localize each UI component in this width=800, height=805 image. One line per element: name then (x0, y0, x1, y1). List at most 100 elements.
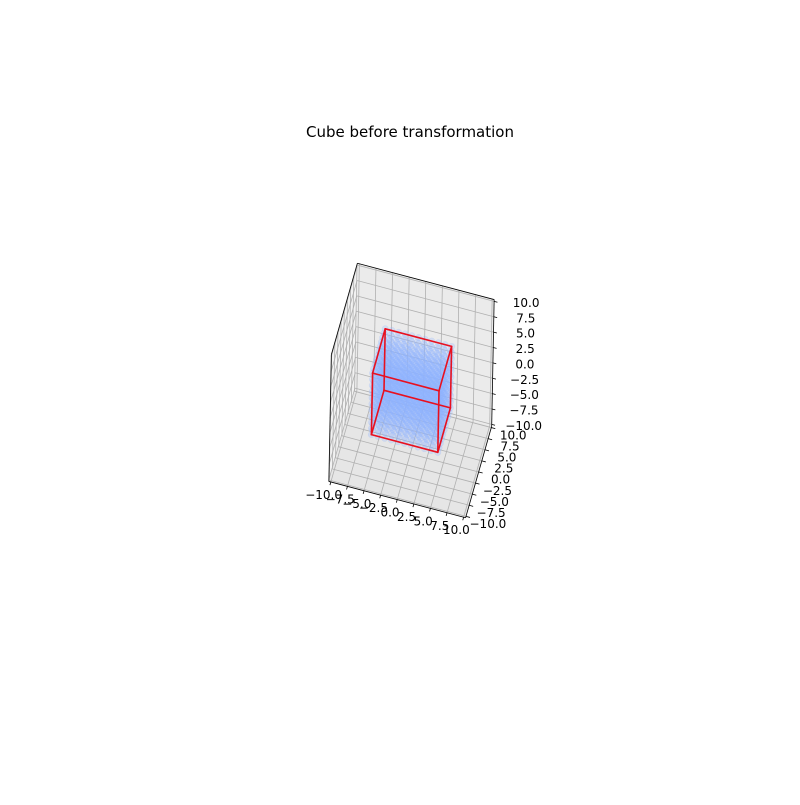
data-point (430, 371, 438, 379)
data-point (428, 412, 436, 420)
grid-line (356, 310, 494, 348)
data-point (408, 387, 415, 394)
tick-labels: −10.0−7.5−5.0−2.50.02.55.07.510.0 −10.0−7… (305, 296, 542, 537)
data-point (430, 395, 438, 403)
data-point (403, 398, 411, 406)
data-point (397, 400, 405, 408)
data-point (381, 428, 389, 436)
data-point (397, 350, 405, 357)
data-point (396, 405, 404, 413)
data-point (399, 408, 407, 416)
data-point (382, 406, 390, 414)
data-point (406, 373, 414, 381)
data-point (387, 412, 395, 420)
data-point (385, 378, 393, 386)
x-tick-label: 10.0 (443, 523, 470, 537)
data-point (405, 347, 413, 355)
data-point (397, 356, 405, 364)
cube-edge (370, 389, 385, 436)
data-point (417, 355, 425, 363)
x-tick-mark (346, 486, 348, 490)
data-point (399, 359, 407, 367)
z-tick-mark (494, 301, 498, 303)
data-point (395, 382, 403, 390)
data-point (417, 391, 425, 399)
data-point (406, 385, 414, 393)
data-point (414, 370, 422, 378)
data-point (427, 356, 435, 363)
data-point (407, 417, 415, 425)
data-point (422, 422, 430, 430)
data-point (414, 425, 422, 432)
data-point (389, 365, 397, 372)
data-point (394, 413, 402, 421)
data-point (387, 367, 395, 375)
data-point (401, 421, 409, 429)
data-point (403, 362, 410, 370)
data-point (393, 406, 401, 414)
data-point (426, 354, 434, 362)
data-point (402, 411, 409, 419)
grid-line (489, 299, 493, 426)
data-point (391, 348, 399, 356)
z-tick-mark (492, 377, 497, 380)
data-point (415, 400, 423, 408)
data-point (390, 385, 398, 393)
data-point (392, 337, 400, 345)
data-point (400, 341, 408, 349)
data-point (391, 417, 399, 424)
data-point (422, 410, 430, 417)
grid-line (351, 402, 489, 440)
z-tick-label: 0.0 (515, 357, 534, 371)
data-point (412, 355, 420, 363)
data-point (405, 371, 413, 379)
data-point (417, 361, 425, 369)
data-point (430, 407, 438, 415)
data-point (386, 359, 394, 367)
x-tick-label: 7.5 (430, 519, 449, 533)
data-point (377, 417, 385, 425)
data-point (397, 368, 405, 376)
data-point (394, 401, 402, 409)
data-point (390, 370, 398, 378)
data-point (384, 421, 392, 429)
data-point (424, 393, 432, 401)
data-point (413, 350, 421, 358)
data-point (385, 348, 393, 356)
data-point (392, 398, 400, 406)
data-point (415, 412, 422, 420)
data-point (392, 367, 400, 375)
data-point (421, 354, 429, 362)
data-point (404, 357, 412, 365)
data-point (414, 352, 422, 360)
data-point (395, 352, 403, 360)
data-point (391, 342, 399, 350)
data-point (429, 369, 437, 377)
data-point (414, 437, 422, 445)
data-point (394, 408, 402, 416)
data-point (392, 394, 400, 402)
data-point (385, 378, 392, 386)
data-point (422, 434, 430, 442)
data-point (432, 378, 440, 386)
data-point (420, 391, 428, 399)
grid-line (354, 264, 358, 392)
data-point (400, 335, 408, 342)
data-point (408, 386, 416, 394)
data-point (390, 409, 398, 417)
data-point (419, 387, 426, 395)
data-point (397, 417, 405, 424)
data-point (421, 402, 429, 410)
data-point (419, 389, 427, 397)
data-point (418, 430, 426, 438)
data-point (388, 369, 396, 377)
data-point (427, 416, 435, 424)
cube-edge (438, 345, 453, 392)
data-point (401, 366, 409, 374)
data-point (388, 424, 395, 432)
data-point (390, 421, 398, 429)
data-point (385, 366, 393, 374)
data-point (434, 363, 442, 371)
data-point (416, 365, 424, 373)
